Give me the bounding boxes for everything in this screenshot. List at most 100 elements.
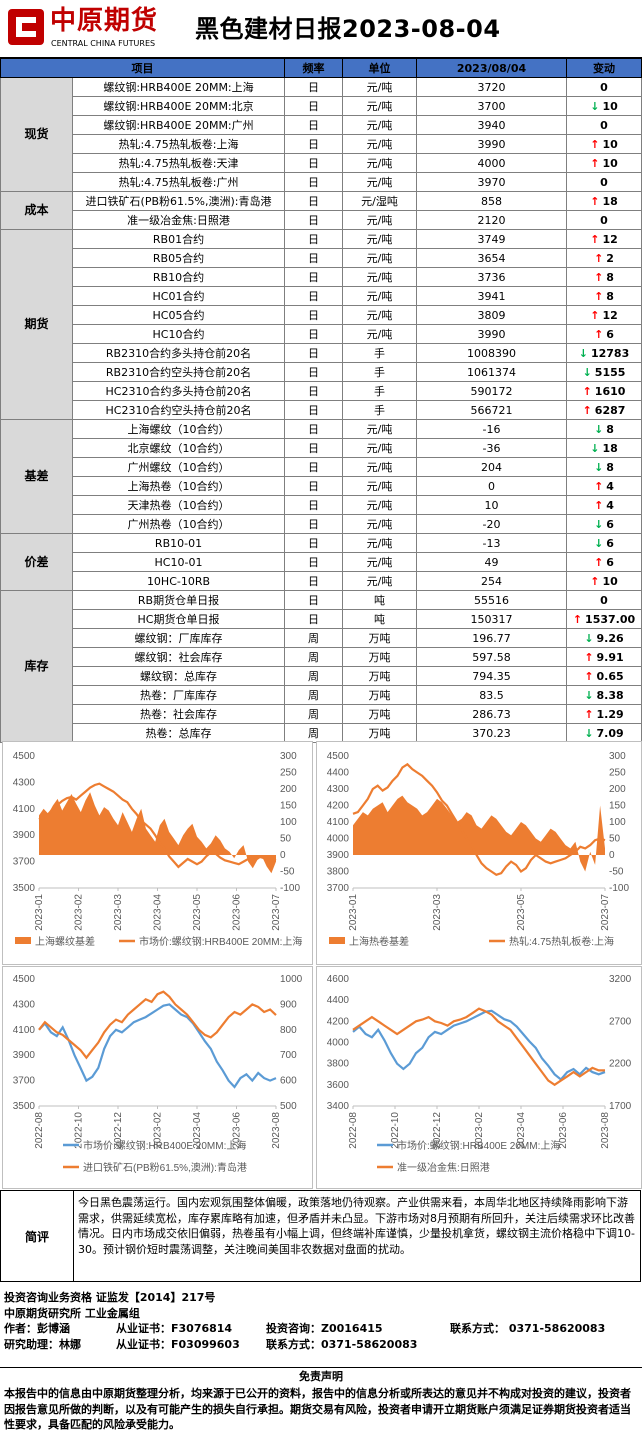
freq-cell: 日 bbox=[284, 533, 343, 553]
item-cell: 准一级冶金焦:日照港 bbox=[72, 210, 285, 230]
change-value: 1.29 bbox=[596, 707, 624, 721]
item-cell: HC2310合约空头持仓前20名 bbox=[72, 400, 285, 420]
item-cell: 热轧:4.75热轧板卷:广州 bbox=[72, 172, 285, 192]
right-tick-label: 150 bbox=[609, 801, 626, 812]
unit-cell: 吨 bbox=[342, 590, 417, 610]
x-tick-label: 2023-01 bbox=[34, 894, 45, 931]
left-tick-label: 4300 bbox=[13, 777, 36, 788]
category-cell: 现货 bbox=[0, 77, 73, 192]
right-tick-label: 1700 bbox=[609, 1101, 632, 1112]
left-tick-label: 3900 bbox=[327, 850, 350, 861]
arrow-up-icon: ↑ bbox=[594, 251, 604, 265]
item-cell: 上海螺纹（10合约） bbox=[72, 419, 285, 439]
page-title: 黑色建材日报2023-08-04 bbox=[195, 15, 501, 43]
change-value: 0 bbox=[600, 593, 608, 607]
left-tick-label: 4000 bbox=[327, 1038, 350, 1049]
right-tick-label: 1000 bbox=[280, 974, 303, 985]
table-row: 天津热卷（10合约）日元/吨 10 ↑ 4 bbox=[1, 495, 642, 515]
table-row: 螺纹钢:HRB400E 20MM:广州日元/吨 3940 0 bbox=[1, 115, 642, 135]
change-cell: ↑ 18 bbox=[566, 191, 642, 211]
right-tick-label: 300 bbox=[280, 751, 297, 762]
table-row: 库存 RB期货仓单日报日吨 55516 0 bbox=[0, 590, 642, 743]
legend-label: 上海热卷基差 bbox=[349, 935, 409, 948]
disclaimer-body: 本报告中的信息由中原期货整理分析，均来源于已公开的资料，报告中的信息分析或所表达… bbox=[4, 1387, 631, 1431]
left-tick-label: 3700 bbox=[13, 857, 36, 868]
series-area bbox=[353, 795, 605, 872]
right-tick-label: 50 bbox=[280, 834, 292, 845]
series-line bbox=[38, 782, 277, 869]
freq-cell: 日 bbox=[284, 305, 343, 325]
value-cell: 3720 bbox=[416, 77, 567, 97]
right-tick-label: 100 bbox=[609, 817, 626, 828]
change-value: 12 bbox=[602, 232, 618, 246]
item-cell: RB2310合约空头持仓前20名 bbox=[72, 362, 285, 382]
freq-cell: 周 bbox=[284, 685, 343, 705]
right-tick-label: 2200 bbox=[609, 1059, 632, 1070]
item-cell: HC10合约 bbox=[72, 324, 285, 344]
table-row: RB2310合约空头持仓前20名日手 1061374 ↓ 5155 bbox=[1, 362, 642, 382]
left-tick-label: 3700 bbox=[13, 1076, 36, 1087]
x-tick-label: 2023-04 bbox=[153, 894, 164, 931]
item-cell: 螺纹钢：厂库库存 bbox=[72, 628, 285, 648]
right-tick-label: 0 bbox=[280, 850, 286, 861]
freq-cell: 日 bbox=[284, 267, 343, 287]
change-value: 8.38 bbox=[596, 688, 624, 702]
change-cell: ↑ 2 bbox=[566, 248, 642, 268]
category-cell: 成本 bbox=[0, 191, 73, 230]
value-cell: 286.73 bbox=[416, 704, 567, 724]
value-cell: 204 bbox=[416, 457, 567, 477]
x-tick-label: 2023-03 bbox=[432, 894, 443, 931]
arrow-down-icon: ↓ bbox=[584, 726, 594, 740]
unit-cell: 元/吨 bbox=[342, 305, 417, 325]
table-row: 热轧:4.75热轧板卷:上海日元/吨 3990 ↑ 10 bbox=[1, 134, 642, 154]
x-tick-label: 2022-10 bbox=[74, 1112, 85, 1149]
table-row: 准一级冶金焦:日照港日元/吨 2120 0 bbox=[1, 210, 642, 230]
chart-panel: 4600 4400 4200 4000 3800 3600 3400 3200 2700 2200… bbox=[316, 966, 642, 1189]
item-cell: HC2310合约多头持仓前20名 bbox=[72, 381, 285, 401]
change-cell: ↓ 6 bbox=[566, 533, 642, 553]
item-cell: 螺纹钢:HRB400E 20MM:上海 bbox=[72, 77, 285, 97]
table-row: RB05合约日元/吨 3654 ↑ 2 bbox=[1, 248, 642, 268]
unit-cell: 元/吨 bbox=[342, 172, 417, 192]
table-row: 螺纹钢：厂库库存周万吨 196.77 ↓ 9.26 bbox=[1, 628, 642, 648]
change-cell: ↑ 10 bbox=[566, 153, 642, 173]
table-row: 现货 螺纹钢:HRB400E 20MM:上海日元/吨 3720 0 bbox=[0, 77, 642, 192]
unit-cell: 手 bbox=[342, 362, 417, 382]
right-tick-label: 2700 bbox=[609, 1016, 632, 1027]
freq-cell: 日 bbox=[284, 400, 343, 420]
table-row: 热轧:4.75热轧板卷:天津日元/吨 4000 ↑ 10 bbox=[1, 153, 642, 173]
assistant-cert: 从业证书：F03099603 bbox=[116, 1337, 240, 1351]
x-tick-label: 2023-04 bbox=[516, 1112, 527, 1149]
value-cell: 3970 bbox=[416, 172, 567, 192]
change-value: 10 bbox=[602, 137, 618, 151]
change-cell: ↑ 6 bbox=[566, 324, 642, 344]
arrow-down-icon: ↓ bbox=[594, 460, 604, 474]
legend-label: 市场价:螺纹钢:HRB400E 20MM:上海 bbox=[83, 1139, 246, 1152]
change-value: 10 bbox=[602, 156, 618, 170]
value-cell: 55516 bbox=[416, 590, 567, 610]
table-row: RB10合约日元/吨 3736 ↑ 8 bbox=[1, 267, 642, 287]
left-tick-label: 4200 bbox=[327, 1016, 350, 1027]
freq-cell: 日 bbox=[284, 609, 343, 629]
arrow-down-icon: ↓ bbox=[590, 441, 600, 455]
right-tick-label: 0 bbox=[609, 850, 615, 861]
arrow-down-icon: ↓ bbox=[590, 99, 600, 113]
unit-cell: 元/吨 bbox=[342, 438, 417, 458]
x-tick-label: 2023-05 bbox=[516, 894, 527, 931]
value-cell: 597.58 bbox=[416, 647, 567, 667]
change-value: 7.09 bbox=[596, 726, 624, 740]
arrow-up-icon: ↑ bbox=[594, 327, 604, 341]
value-cell: 1008390 bbox=[416, 343, 567, 363]
right-tick-label: 600 bbox=[280, 1076, 297, 1087]
left-tick-label: 4000 bbox=[327, 834, 350, 845]
arrow-up-icon: ↑ bbox=[584, 707, 594, 721]
series-line bbox=[38, 990, 277, 1060]
comment-label: 简评 bbox=[1, 1191, 74, 1281]
table-row: 价差 RB10-01 日元/吨 -13 ↓ 6 bbox=[0, 533, 642, 591]
unit-cell: 元/吨 bbox=[342, 457, 417, 477]
item-cell: RB2310合约多头持仓前20名 bbox=[72, 343, 285, 363]
unit-cell: 元/吨 bbox=[342, 96, 417, 116]
freq-cell: 日 bbox=[284, 495, 343, 515]
arrow-down-icon: ↓ bbox=[582, 365, 592, 379]
x-tick-label: 2023-08 bbox=[600, 1112, 611, 1149]
